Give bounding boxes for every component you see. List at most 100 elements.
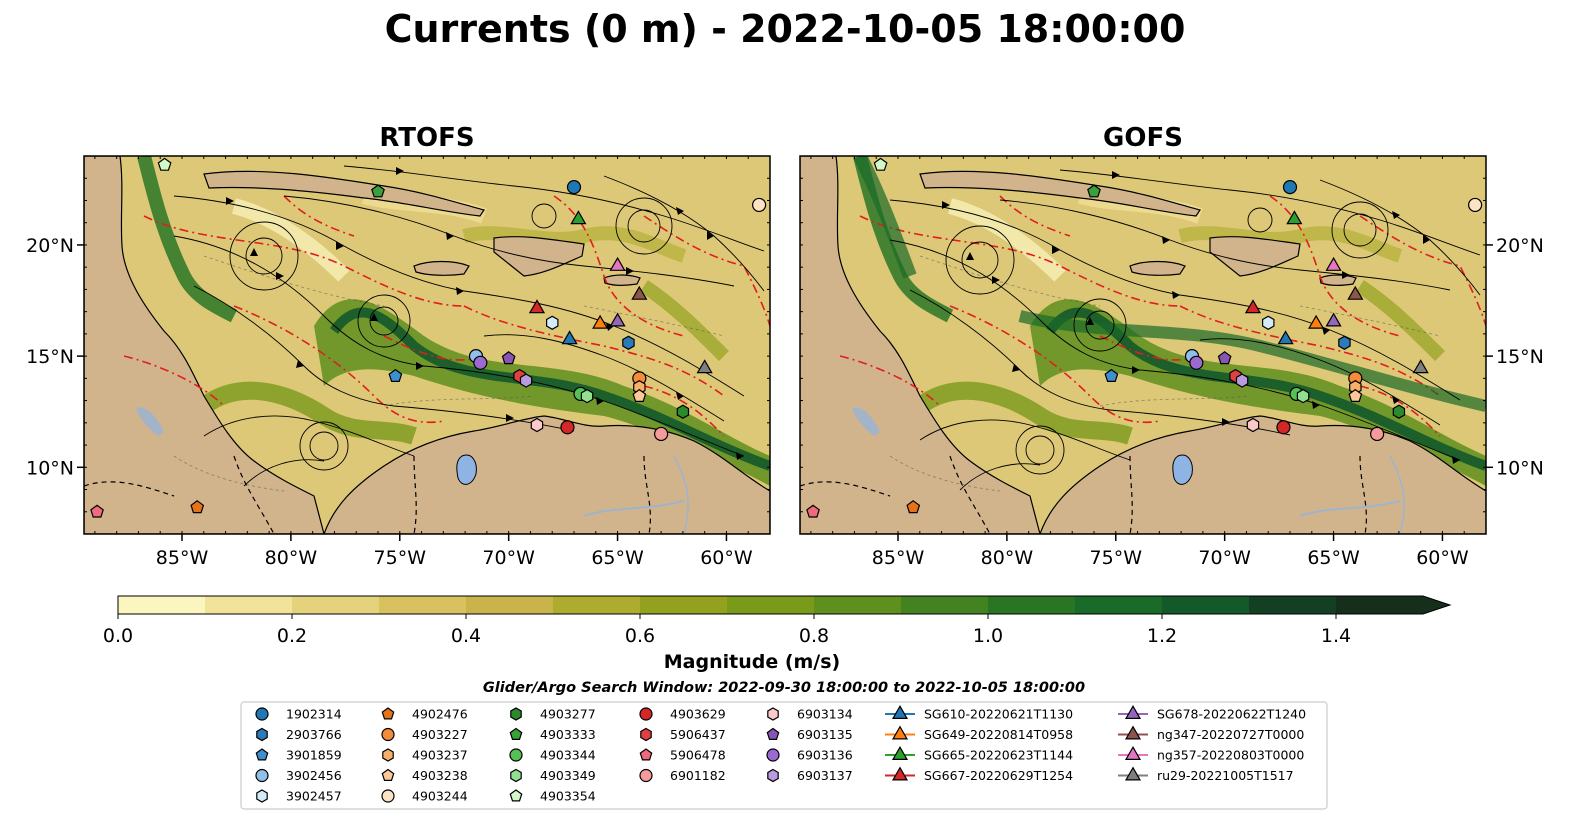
float-marker [501,351,516,365]
legend-entry: 1902314 [255,707,342,722]
y-tick-label: 10°N [1496,457,1544,479]
legend-entry: SG665-20220623T1144 [885,745,1073,763]
colorbar-segment [118,596,206,614]
map-panel-left [84,156,770,534]
float-marker [560,420,575,435]
float-marker [90,504,104,518]
y-tick-label: 15°N [1496,346,1544,368]
legend-label: 3902457 [286,789,342,804]
legend-box [240,701,1328,810]
float-marker [530,417,544,433]
float-marker [592,314,609,329]
legend-marker [509,727,523,741]
map-panel-right [800,156,1486,534]
legend-entry: 6903136 [766,748,853,763]
colorbar-tick-label: 1.4 [1321,625,1351,647]
y-tick-label: 20°N [1496,235,1544,257]
float-marker [1412,359,1429,374]
x-tick-label: 80°W [265,547,318,569]
float-marker [190,500,205,514]
legend: 1902314 2903766 3901859 3902456 3902457 49024… [255,704,1306,804]
legend-marker [766,748,780,762]
colorbar-tick-label: 0.8 [799,625,829,647]
colorbar-segment [1075,596,1163,614]
colorbar-segment [1336,596,1424,614]
legend-label: 6903135 [797,727,853,742]
legend-label: 4903238 [412,768,468,783]
legend-marker [509,748,523,762]
legend-marker [510,707,522,721]
colorbar-tick-label: 1.2 [1147,625,1177,647]
legend-entry: 3902457 [256,789,342,804]
colorbar-segment [1249,596,1337,614]
colorbar-segment [727,596,815,614]
float-marker [1308,314,1325,329]
float-marker [1246,417,1260,433]
legend-marker [382,748,394,762]
legend-entry: 6903135 [766,727,853,742]
float-marker [1282,180,1298,195]
colorbar-segment [466,596,554,614]
float-marker [1370,426,1385,442]
legend-label: 4903349 [540,768,596,783]
legend-entry: 4903354 [509,789,596,804]
float-marker [1277,330,1294,345]
legend-label: ru29-20221005T1517 [1157,768,1294,783]
colorbar-tick-label: 0.2 [277,625,307,647]
float-marker [1286,210,1303,225]
float-marker [519,373,533,388]
float-marker [696,359,713,374]
legend-marker [640,727,652,742]
float-marker [473,355,488,370]
y-tick-label: 10°N [26,457,74,479]
float-marker [806,504,820,518]
legend-marker [639,768,653,783]
legend-entry: 4903227 [381,727,468,742]
legend-label: SG665-20220623T1144 [924,748,1073,763]
legend-marker [1124,725,1142,740]
legend-label: 4902476 [412,707,468,722]
figure-title: Currents (0 m) - 2022-10-05 18:00:00 [385,7,1186,51]
float-marker [1347,285,1364,300]
legend-marker [767,707,779,721]
float-marker [561,330,578,345]
x-tick-label: 85°W [156,547,209,569]
legend-label: 5906437 [670,727,726,742]
panel-title-right: GOFS [1103,123,1183,153]
legend-entry: 4903238 [381,768,468,783]
legend-marker [255,768,269,783]
float-marker [388,368,403,382]
float-marker [528,299,546,314]
map-frame-right [799,155,1487,535]
float-marker [609,256,626,271]
float-marker [1235,373,1249,388]
legend-label: SG678-20220622T1240 [1157,707,1306,722]
x-tick-label: 65°W [1307,547,1360,569]
float-marker [632,388,647,402]
float-marker [622,335,635,350]
x-tick-label: 65°W [591,547,644,569]
legend-entry: ng357-20220803T0000 [1118,745,1304,763]
legend-marker [381,768,395,782]
colorbar-extend-arrow [1423,596,1450,614]
x-tick-label: 60°W [1416,547,1469,569]
legend-entry: 4903244 [381,789,468,804]
legend-label: 4903333 [540,727,596,742]
float-marker [676,404,690,419]
legend-label: 4903354 [540,789,596,804]
legend-entry: 5906437 [640,727,726,742]
float-marker [1296,388,1310,404]
legend-entry: 5906478 [639,748,726,763]
legend-entry: 6903137 [767,768,853,783]
float-marker [1189,355,1204,370]
float-marker [1104,368,1119,382]
legend-label: 4903244 [412,789,468,804]
legend-marker [381,727,395,742]
legend-marker [639,748,653,761]
legend-entry: 4903629 [639,707,726,722]
colorbar-segment [640,596,728,614]
legend-label: 4903277 [540,707,596,722]
legend-label: SG610-20220621T1130 [924,707,1073,722]
map-axes: 85°W 80°W 75°W 70°W 65°W 60°W 10°N 15°N 20°N 85°W… [26,155,1544,569]
